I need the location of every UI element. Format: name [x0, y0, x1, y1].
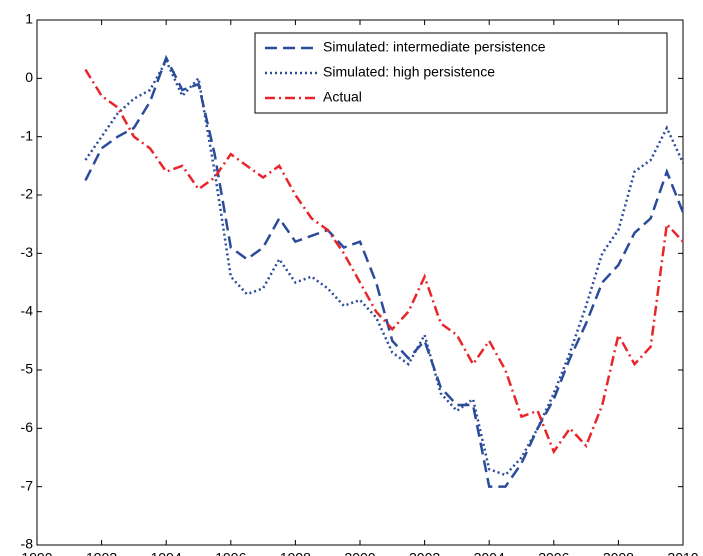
x-tick-label: 2004 — [474, 550, 505, 556]
x-tick-label: 1998 — [280, 550, 311, 556]
legend-label: Simulated: high persistence — [323, 64, 495, 80]
y-tick-label: 1 — [25, 11, 33, 27]
y-tick-label: -6 — [21, 419, 34, 435]
x-tick-label: 1990 — [21, 550, 52, 556]
x-tick-label: 2002 — [409, 550, 440, 556]
x-tick-label: 2010 — [667, 550, 698, 556]
y-tick-label: -2 — [21, 186, 34, 202]
y-tick-label: -3 — [21, 244, 34, 260]
x-tick-label: 2000 — [344, 550, 375, 556]
x-tick-label: 1996 — [215, 550, 246, 556]
legend-box — [254, 32, 668, 114]
y-tick-label: 0 — [25, 69, 33, 85]
y-tick-label: -1 — [21, 127, 34, 143]
y-tick-label: -8 — [21, 536, 34, 552]
series-line — [84, 68, 684, 455]
x-tick-label: 1994 — [151, 550, 182, 556]
x-tick-label: 2008 — [603, 550, 634, 556]
series-line — [84, 54, 685, 488]
y-tick-label: -4 — [21, 302, 34, 318]
x-tick-label: 2006 — [538, 550, 569, 556]
y-tick-label: -7 — [21, 477, 34, 493]
legend: Simulated: intermediate persistence Simul… — [254, 32, 668, 114]
y-tick-label: -5 — [21, 361, 34, 377]
legend-label: Simulated: intermediate persistence — [323, 39, 546, 55]
legend-label: Actual — [323, 89, 362, 105]
x-tick-label: 1992 — [86, 550, 117, 556]
